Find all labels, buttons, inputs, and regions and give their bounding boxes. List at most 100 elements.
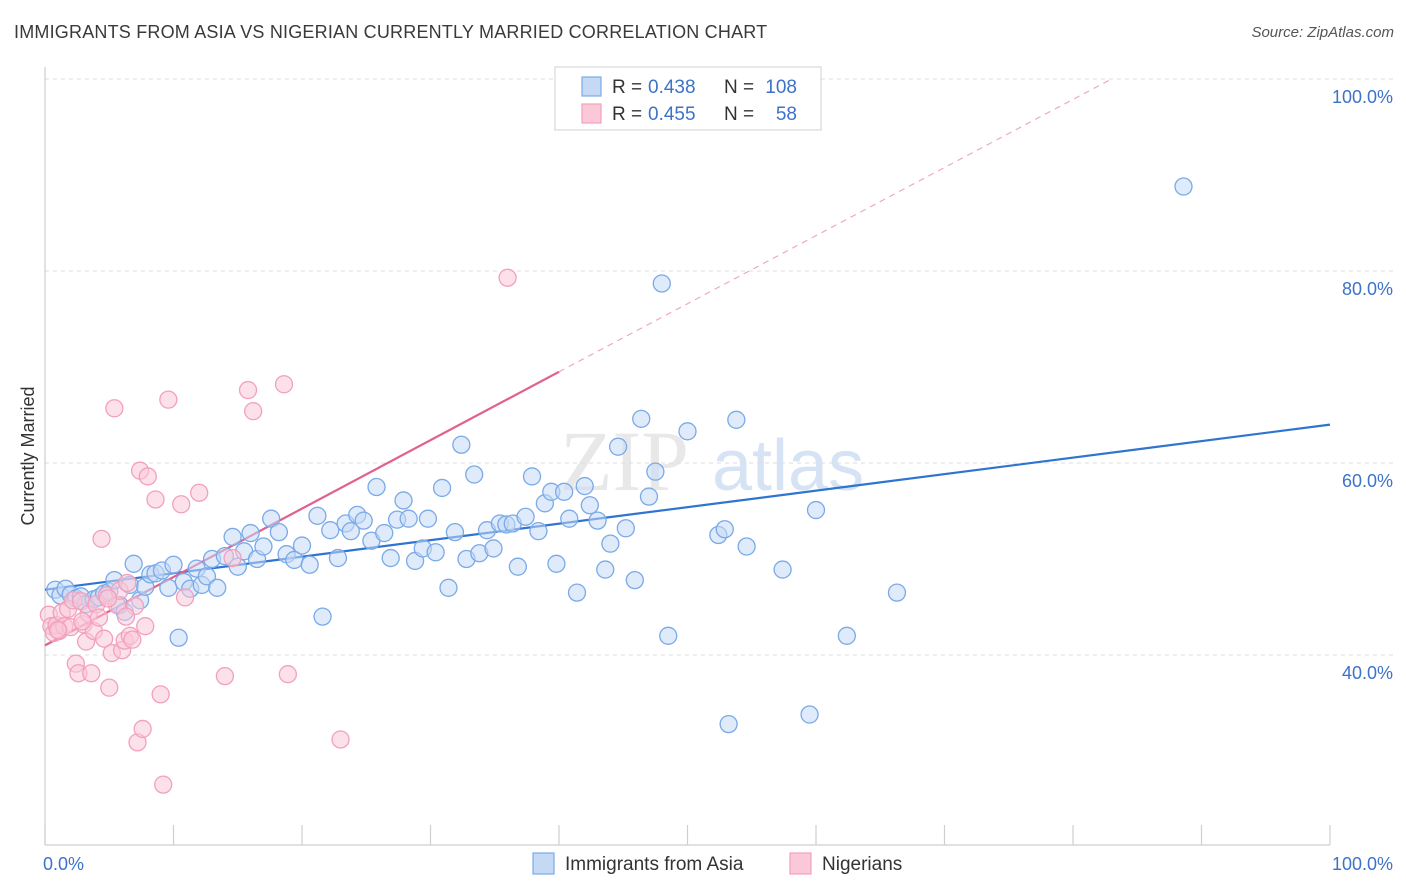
point-nigerians xyxy=(100,678,119,697)
point-asia xyxy=(575,476,594,496)
point-asia xyxy=(262,509,281,528)
point-nigerians xyxy=(116,607,136,626)
bottom-legend-swatch-asia xyxy=(532,852,555,875)
point-nigerians xyxy=(172,495,191,514)
point-nigerians xyxy=(73,612,92,631)
point-nigerians xyxy=(105,399,124,418)
legend-r-value-asia: 0.438 xyxy=(648,77,696,98)
point-asia xyxy=(394,491,413,510)
point-nigerians xyxy=(244,402,263,421)
point-nigerians xyxy=(238,380,258,400)
legend-n-value-asia: 108 xyxy=(765,77,797,98)
point-asia xyxy=(625,570,644,590)
watermark-atlas: atlas xyxy=(712,426,864,506)
point-asia xyxy=(547,554,566,573)
point-nigerians xyxy=(48,620,67,640)
point-asia xyxy=(639,487,659,506)
point-asia xyxy=(300,555,319,574)
legend-swatch-nigerians xyxy=(581,103,602,124)
point-asia xyxy=(164,555,183,574)
point-asia xyxy=(580,496,599,515)
point-nigerians xyxy=(82,664,101,683)
point-asia xyxy=(659,626,678,645)
watermark: ZIP atlas xyxy=(560,413,864,509)
point-asia xyxy=(254,537,273,556)
data-points xyxy=(39,177,1193,794)
y-axis-label: Currently Married xyxy=(18,386,38,525)
point-asia xyxy=(887,583,907,602)
bottom-legend-swatch-nigerians xyxy=(789,852,812,875)
point-nigerians xyxy=(94,629,114,648)
point-asia xyxy=(169,628,188,647)
point-asia xyxy=(554,482,574,501)
source-label: Source: ZipAtlas.com xyxy=(1251,24,1394,41)
point-asia xyxy=(292,536,312,555)
y-tick-labels: 40.0% 60.0% 80.0% 100.0% xyxy=(1332,87,1393,683)
chart-title: IMMIGRANTS FROM ASIA VS NIGERIAN CURRENT… xyxy=(14,22,768,42)
point-asia xyxy=(601,534,620,553)
point-nigerians xyxy=(146,490,165,509)
point-asia xyxy=(223,527,242,547)
trendline-nigerians-extension xyxy=(558,78,1112,373)
correlation-legend: R = 0.438 N = 108 R = 0.455 N = 58 xyxy=(554,66,822,131)
point-asia xyxy=(715,520,734,539)
bottom-legend-label-nigerians: Nigerians xyxy=(822,854,902,875)
point-nigerians xyxy=(498,268,517,287)
point-asia xyxy=(367,477,386,497)
point-asia xyxy=(727,410,746,429)
y-tick-label: 40.0% xyxy=(1342,663,1393,683)
point-asia xyxy=(432,478,452,498)
point-nigerians xyxy=(274,375,294,394)
point-asia xyxy=(328,548,348,568)
point-nigerians xyxy=(118,573,137,593)
point-nigerians xyxy=(175,588,195,607)
point-asia xyxy=(678,422,697,441)
point-asia xyxy=(837,626,856,645)
point-nigerians xyxy=(151,685,170,704)
point-asia xyxy=(241,523,260,543)
point-asia xyxy=(806,500,826,520)
point-asia xyxy=(529,522,548,541)
point-nigerians xyxy=(331,730,350,749)
point-asia xyxy=(381,548,400,568)
point-asia xyxy=(465,465,484,484)
axes xyxy=(44,67,1331,846)
point-asia xyxy=(418,509,438,528)
point-asia xyxy=(508,557,528,576)
y-tick-label: 60.0% xyxy=(1342,471,1393,491)
point-nigerians xyxy=(98,589,118,608)
point-asia xyxy=(439,578,458,597)
point-nigerians xyxy=(159,390,178,409)
point-nigerians xyxy=(89,608,109,627)
legend-r-label-asia: R = xyxy=(612,77,642,98)
point-asia xyxy=(341,522,360,541)
legend-r-value-nigerians: 0.455 xyxy=(648,104,696,125)
point-asia xyxy=(375,523,394,543)
point-asia xyxy=(426,543,445,562)
point-asia xyxy=(522,467,542,486)
point-asia xyxy=(773,560,792,579)
point-asia xyxy=(567,583,587,602)
point-asia xyxy=(616,519,635,538)
point-asia xyxy=(354,511,373,530)
point-nigerians xyxy=(136,617,155,636)
point-asia xyxy=(313,607,332,626)
point-nigerians xyxy=(133,719,152,739)
bottom-legend-label-asia: Immigrants from Asia xyxy=(565,854,744,875)
point-nigerians xyxy=(223,548,242,568)
point-nigerians xyxy=(154,775,173,794)
point-asia xyxy=(399,509,418,528)
series-legend: Immigrants from Asia Nigerians xyxy=(532,852,902,875)
x-tick-labels: 0.0% 100.0% xyxy=(43,854,1393,874)
point-asia xyxy=(1174,177,1193,196)
point-asia xyxy=(588,511,607,530)
watermark-zip: ZIP xyxy=(560,413,689,509)
legend-swatch-asia xyxy=(581,76,602,97)
y-tick-label: 100.0% xyxy=(1332,87,1393,107)
point-nigerians xyxy=(123,630,142,649)
point-asia xyxy=(445,522,465,542)
point-asia xyxy=(596,560,615,579)
point-asia xyxy=(484,539,503,558)
legend-r-label-nigerians: R = xyxy=(612,104,642,125)
